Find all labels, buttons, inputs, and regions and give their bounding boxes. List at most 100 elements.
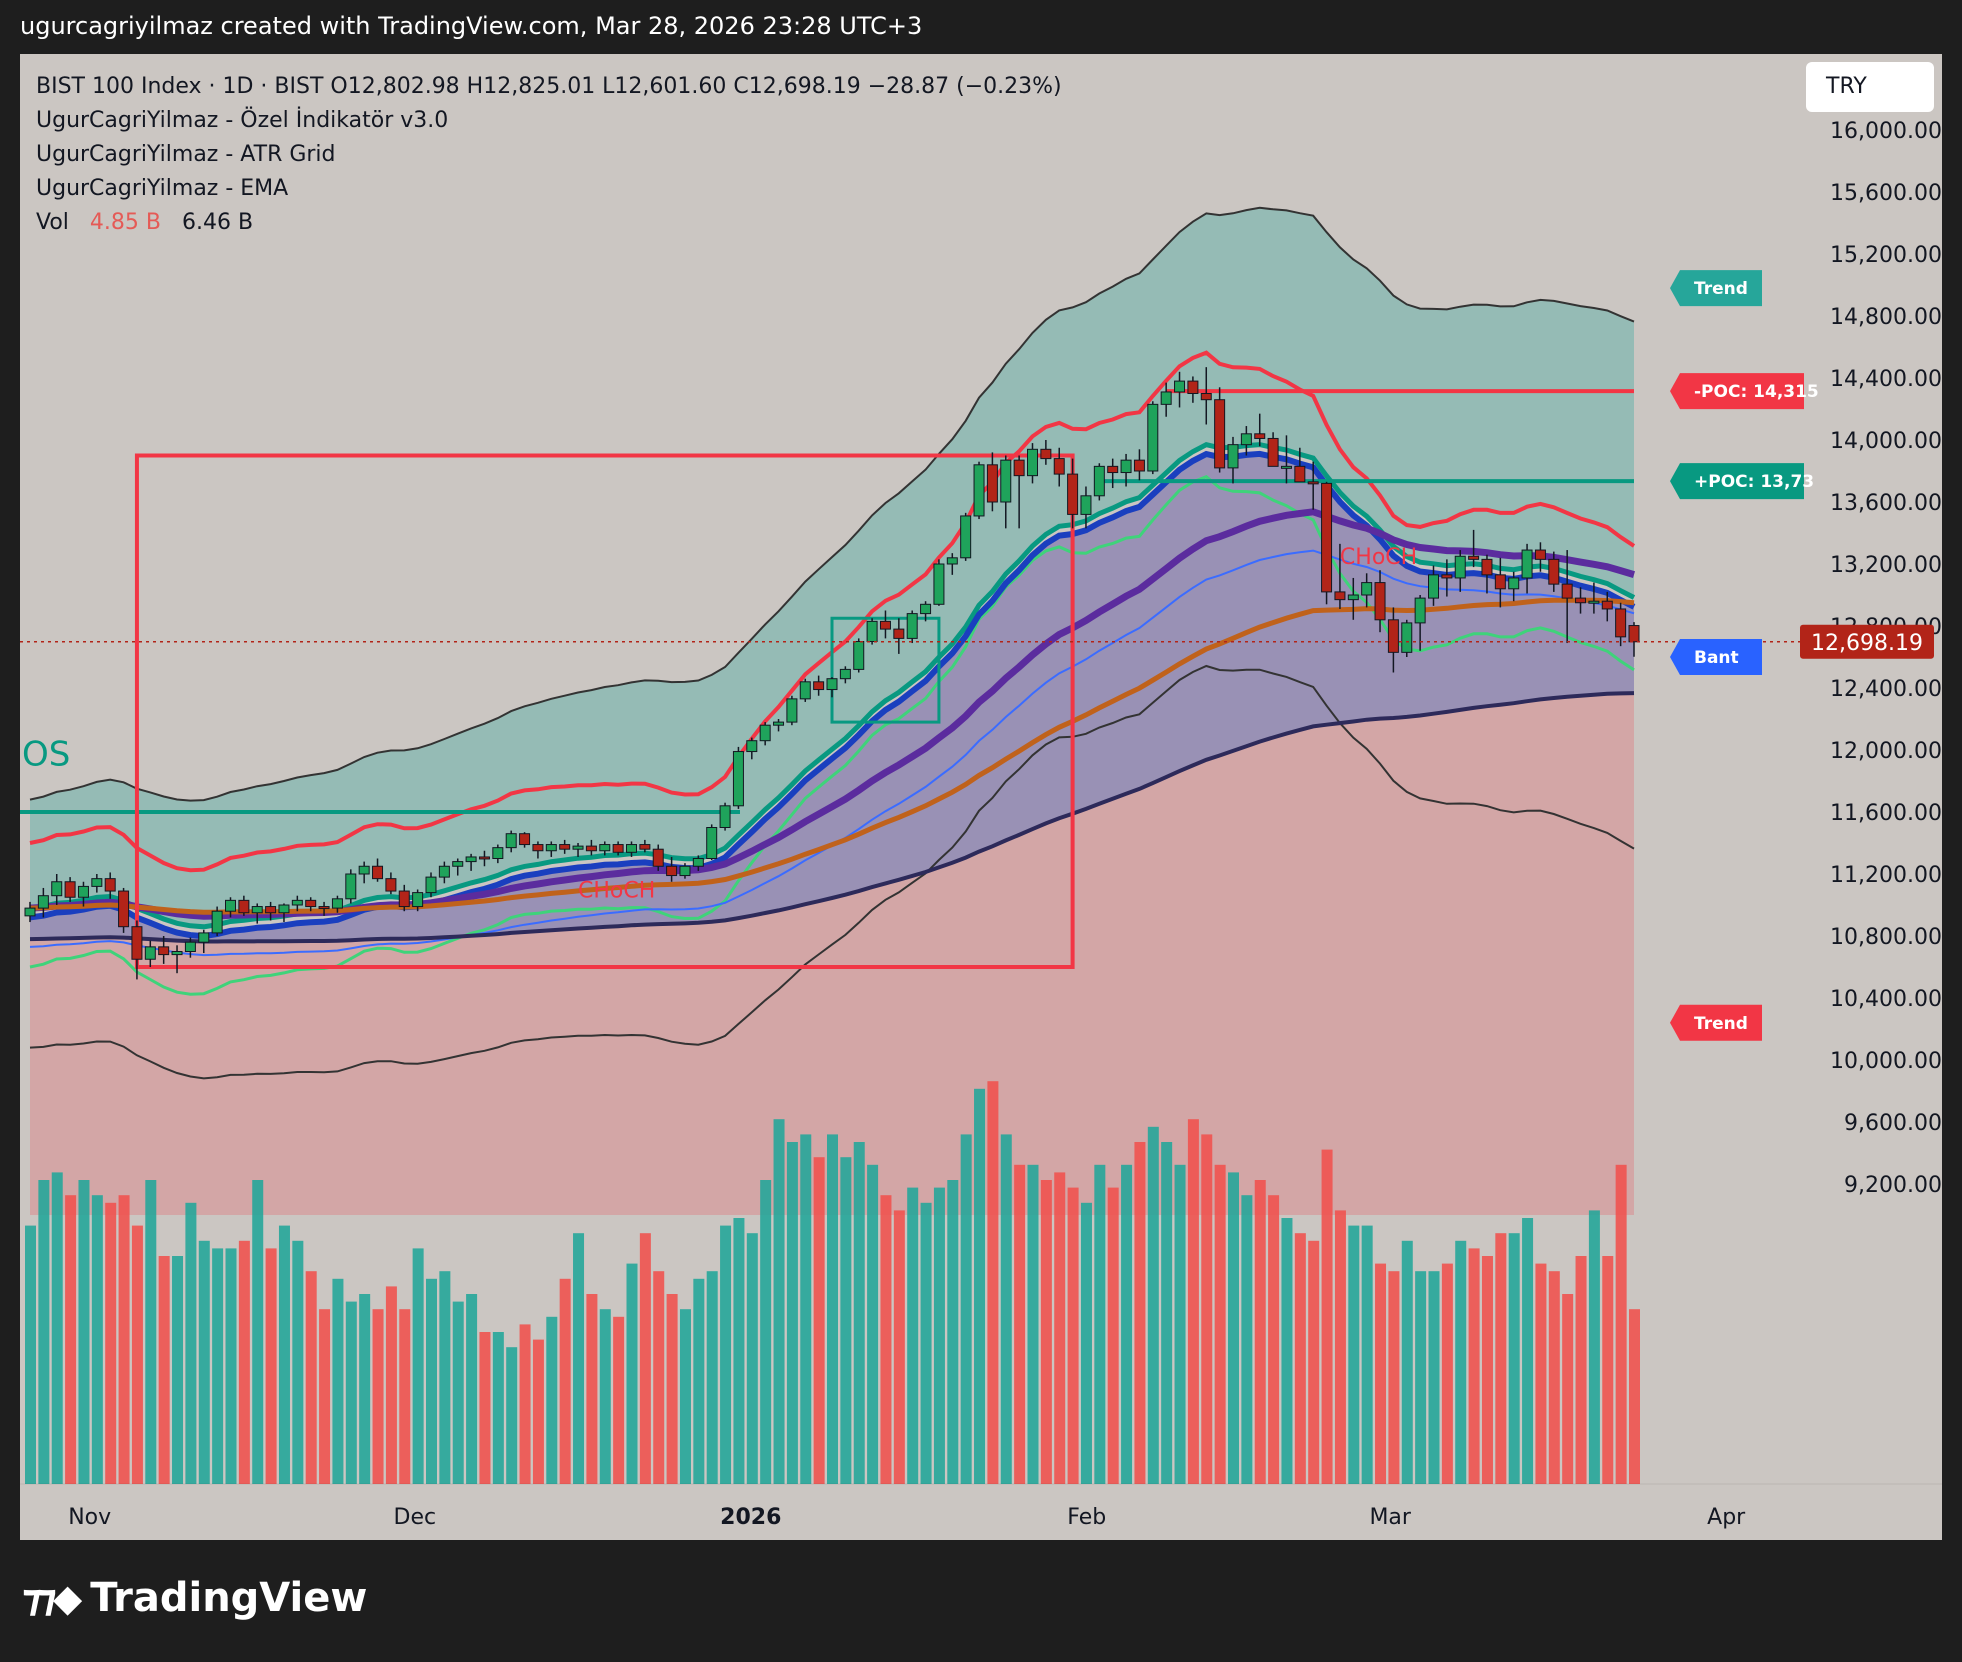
volume-bar — [706, 1271, 718, 1484]
candle-body — [519, 833, 531, 846]
candle-body — [1133, 459, 1145, 472]
candle-body — [1280, 465, 1292, 469]
symbol-ohlc-line[interactable]: BIST 100 Index · 1D · BIST O12,802.98 H1… — [36, 74, 1062, 99]
candle-body — [1414, 597, 1426, 624]
volume-bar — [65, 1195, 77, 1484]
volume-bar — [1241, 1195, 1253, 1484]
volume-bar — [145, 1180, 157, 1484]
indicator-ozel[interactable]: UgurCagriYilmaz - Özel İndikatör v3.0 — [36, 108, 449, 133]
tradingview-brand[interactable]: ⁊⁊◆ TradingView — [22, 1575, 367, 1621]
last-price-label: 12,698.19 — [1811, 631, 1923, 656]
volume-bar — [212, 1248, 224, 1484]
upper-envelope-line — [29, 206, 1635, 802]
volume-bar — [385, 1286, 397, 1484]
candle-body — [425, 876, 437, 894]
chart-panel[interactable]: OS CHoCH CHoCH 16,000.00 15,600.00 15,200.00 1… — [20, 54, 1942, 1540]
volume-bar — [613, 1316, 625, 1484]
candle-body — [131, 926, 143, 960]
candle-body — [91, 878, 103, 887]
price-tick-label: 9,600.00 — [1844, 1111, 1942, 1136]
volume-bar — [1575, 1256, 1587, 1484]
candle-body — [933, 563, 945, 605]
candle-body — [585, 845, 597, 852]
candle-body — [104, 878, 116, 892]
candle-body — [706, 827, 718, 859]
candle-body — [1307, 481, 1319, 485]
price-tick-label: 9,200.00 — [1844, 1173, 1942, 1198]
volume-bar — [292, 1240, 304, 1484]
candle-body — [1000, 459, 1012, 503]
candle-body — [866, 620, 878, 642]
candle-body — [1508, 577, 1520, 590]
volume-bar — [1455, 1240, 1467, 1484]
volume-bar — [586, 1294, 598, 1484]
indicator-tag-label: Trend — [1694, 1014, 1748, 1034]
candle-body — [211, 910, 223, 934]
volume-bar — [412, 1248, 424, 1484]
candle-body — [839, 668, 851, 680]
volume-bar — [1121, 1164, 1133, 1484]
candle-body — [24, 907, 36, 917]
volume-bar — [893, 1210, 905, 1484]
candle-body — [238, 899, 250, 914]
volume-legend[interactable]: Vol 4.85 B 6.46 B — [36, 206, 1062, 240]
vol-value-b: 6.46 B — [181, 210, 254, 235]
indicator-tag-label: -POC: 14,315 — [1694, 382, 1819, 402]
candle-body — [813, 681, 825, 691]
candle-body — [719, 805, 731, 828]
candle-body — [960, 515, 972, 559]
candle-body — [626, 844, 637, 853]
volume-bar — [426, 1278, 437, 1484]
candle-body — [278, 904, 290, 914]
volume-bar — [252, 1180, 264, 1484]
candle-body — [759, 724, 771, 742]
time-axis-label: Apr — [1707, 1505, 1746, 1530]
candle-body — [559, 844, 571, 850]
volume-bar — [1268, 1195, 1280, 1484]
indicator-tag — [1670, 270, 1762, 307]
candle-body — [545, 844, 557, 852]
candle-body — [1040, 448, 1052, 460]
candle-body — [1361, 582, 1373, 596]
candle-body — [358, 865, 370, 875]
candle-body — [1428, 574, 1439, 599]
candle-body — [198, 932, 210, 943]
candle-body — [1027, 448, 1038, 477]
candle-body — [251, 906, 263, 914]
candle-body — [1240, 433, 1252, 446]
volume-bar — [546, 1316, 558, 1484]
volume-bar — [25, 1225, 36, 1484]
volume-bar — [372, 1309, 384, 1484]
price-tick-label: 15,600.00 — [1830, 181, 1942, 206]
indicator-atr-grid[interactable]: UgurCagriYilmaz - ATR Grid — [36, 142, 336, 167]
volume-bar — [867, 1164, 879, 1484]
time-axis-label: Mar — [1369, 1505, 1411, 1530]
volume-bar — [1174, 1164, 1186, 1484]
choch-box-red — [134, 453, 1075, 969]
annotation-label: CHoCH — [1340, 545, 1417, 570]
candle-body — [946, 557, 958, 565]
volume-bar — [238, 1240, 250, 1484]
currency-selector[interactable]: TRY — [1806, 62, 1934, 112]
candle-body — [1107, 465, 1119, 474]
candle-body — [1160, 391, 1172, 405]
candle-body — [1561, 583, 1573, 599]
volume-bar — [573, 1233, 585, 1484]
candle-body — [826, 678, 838, 691]
volume-bar — [733, 1218, 745, 1484]
candle-body — [184, 941, 196, 953]
volume-bar — [1375, 1263, 1387, 1484]
price-tick-label: 15,200.00 — [1830, 243, 1942, 268]
candle-body — [1387, 619, 1399, 653]
indicator-ema[interactable]: UgurCagriYilmaz - EMA — [36, 176, 289, 201]
candle-body — [1227, 444, 1239, 469]
volume-bar — [746, 1233, 758, 1484]
candle-body — [1053, 458, 1065, 475]
candle-body — [893, 628, 905, 639]
ema-dark-line — [29, 691, 1635, 944]
price-chart[interactable]: OS CHoCH CHoCH 16,000.00 15,600.00 15,200.00 1… — [20, 54, 1942, 1540]
volume-bar — [185, 1202, 197, 1484]
volume-bar — [933, 1187, 945, 1484]
candle-body — [1267, 437, 1279, 467]
candle-body — [612, 844, 624, 853]
